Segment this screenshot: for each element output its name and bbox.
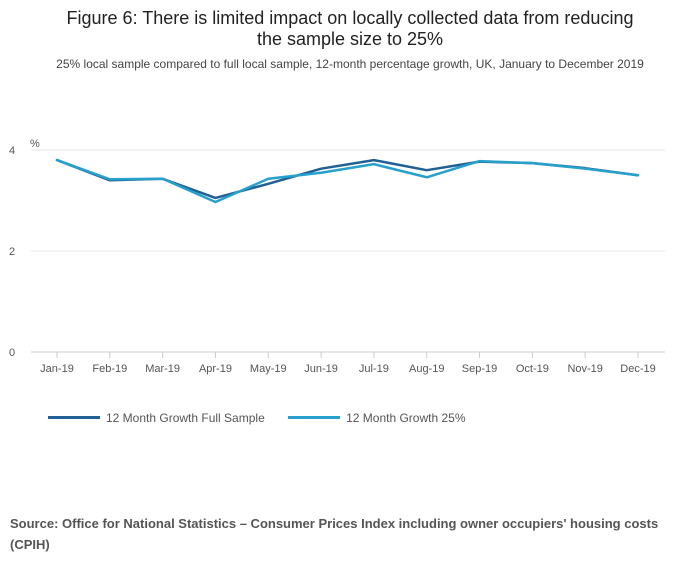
line-chart: 0 2 4% Jan-19 Feb-19 Mar-19 Apr-19 May-19 Jun-19…: [9, 138, 665, 375]
y-tick-label-4: 4: [9, 145, 15, 157]
x-tick-label-Mar-19: Mar-19: [145, 363, 180, 375]
legend-label-25-percent: 12 Month Growth 25%: [346, 410, 466, 425]
x-tick-label-Apr-19: Apr-19: [199, 363, 232, 375]
legend-swatch-full-sample: [48, 416, 100, 419]
legend-item-full-sample[interactable]: 12 Month Growth Full Sample: [48, 411, 265, 425]
chart-title-line-2: the sample size to 25%: [256, 29, 444, 49]
x-tick-label-Jun-19: Jun-19: [304, 363, 338, 375]
chart-title-line-1: Figure 6: There is limited impact on loc…: [66, 8, 634, 28]
x-tick-label-Dec-19: Dec-19: [620, 363, 655, 375]
chart-subtitle: 25% local sample compared to full local …: [56, 57, 644, 71]
legend-label-full-sample: 12 Month Growth Full Sample: [106, 410, 265, 425]
series-line-1: [55, 158, 640, 204]
y-axis-label: %: [30, 138, 40, 150]
legend-swatch-25-percent: [288, 416, 341, 419]
chart-legend: 12 Month Growth Full Sample 12 Month Gro…: [48, 408, 486, 425]
x-tick-label-Jan-19: Jan-19: [40, 363, 74, 375]
x-tick-label-Nov-19: Nov-19: [567, 363, 602, 375]
y-tick-label-2: 2: [9, 246, 15, 258]
x-tick-label-Aug-19: Aug-19: [409, 363, 444, 375]
legend-item-25-percent[interactable]: 12 Month Growth 25%: [288, 410, 466, 425]
y-tick-label-0: 0: [9, 347, 15, 359]
source-note: Source: Office for National Statistics –…: [10, 516, 659, 552]
x-tick-label-Sep-19: Sep-19: [462, 363, 497, 375]
x-tick-label-May-19: May-19: [250, 363, 287, 375]
chart-title: Figure 6: There is limited impact on loc…: [0, 8, 700, 50]
x-tick-label-Oct-19: Oct-19: [516, 363, 549, 375]
x-tick-label-Jul-19: Jul-19: [359, 363, 389, 375]
x-tick-label-Feb-19: Feb-19: [92, 363, 127, 375]
